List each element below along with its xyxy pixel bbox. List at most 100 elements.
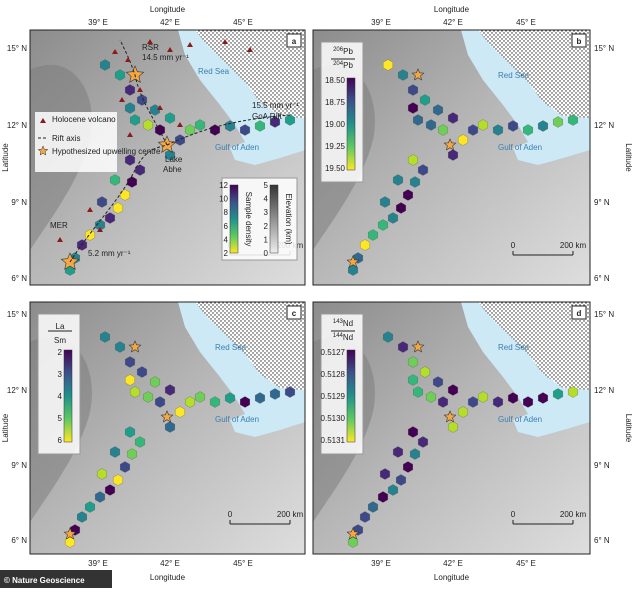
upwelling-star xyxy=(128,340,142,353)
colorbar-tick: 3 xyxy=(264,208,269,217)
sample-hex xyxy=(165,112,175,124)
sample-hex xyxy=(538,392,548,404)
isotope-element: Pb xyxy=(343,47,353,56)
sample-hex xyxy=(426,119,436,131)
volcano xyxy=(247,47,253,52)
sample-hex xyxy=(408,426,418,438)
y-tick-label: 6° N xyxy=(594,274,610,283)
upwelling-star xyxy=(411,68,425,81)
isotope-element: Sm xyxy=(54,336,66,345)
colorbar-box xyxy=(320,41,364,183)
colorbar xyxy=(346,77,356,171)
sample-hex xyxy=(85,501,95,513)
sample-hex xyxy=(408,154,418,166)
sample-hex xyxy=(143,391,153,403)
sea-label: Red Sea xyxy=(198,67,230,76)
sample-hex xyxy=(396,474,406,486)
upwelling-star xyxy=(443,138,457,151)
y-tick-label: 15° N xyxy=(7,310,27,319)
x-tick-label: 45° E xyxy=(233,559,253,568)
colorbar-tick: 5 xyxy=(58,414,63,423)
colorbar-tick: 0 xyxy=(264,249,269,258)
sample-hex xyxy=(360,239,370,251)
sample-hex xyxy=(210,124,220,136)
x-axis-label: Longitude xyxy=(434,573,470,582)
sea-label: Gulf of Aden xyxy=(215,143,259,152)
isotope-mass: 206 xyxy=(333,47,344,53)
y-tick-label: 6° N xyxy=(11,536,27,545)
volcano xyxy=(57,237,63,242)
sample-hex xyxy=(408,356,418,368)
sample-hex xyxy=(378,219,388,231)
sample-hex xyxy=(175,134,185,146)
upwelling-star xyxy=(63,527,77,540)
colorbar xyxy=(269,184,279,254)
legend-star xyxy=(37,145,49,156)
isotope-element: Nd xyxy=(343,333,353,342)
volcano xyxy=(187,42,193,47)
sample-hex xyxy=(195,391,205,403)
sample-hex xyxy=(195,119,205,131)
colorbar-tick: 3 xyxy=(58,370,63,379)
sample-hex xyxy=(410,176,420,188)
sample-hex xyxy=(95,491,105,503)
colorbar-tick: 2 xyxy=(224,249,229,258)
sample-hex xyxy=(408,84,418,96)
sample-hex xyxy=(97,468,107,480)
sample-hex xyxy=(85,229,95,241)
annotation: RSR xyxy=(142,43,159,52)
colorbar xyxy=(229,184,239,254)
x-axis-label: Longitude xyxy=(150,5,186,14)
volcano xyxy=(137,87,143,92)
upwelling-star xyxy=(160,410,174,423)
y-tick-label: 9° N xyxy=(594,198,610,207)
y-tick-label: 15° N xyxy=(594,310,614,319)
sample-hex xyxy=(100,331,110,343)
sample-hex xyxy=(380,468,390,480)
sea-label: Gulf of Aden xyxy=(498,415,542,424)
y-axis-label: Latitude xyxy=(624,414,633,443)
colorbar-tick: 4 xyxy=(224,235,229,244)
colorbar-tick: 5 xyxy=(264,181,269,190)
panel-letter: b xyxy=(577,37,582,46)
arabia xyxy=(478,302,590,390)
sample-hex xyxy=(418,436,428,448)
sample-hex xyxy=(523,124,533,136)
colorbar-tick: 1 xyxy=(264,235,269,244)
sample-hex xyxy=(285,386,295,398)
colorbar-title: La xyxy=(56,322,65,331)
sample-hex xyxy=(135,436,145,448)
y-axis-label: Latitude xyxy=(624,143,633,172)
x-tick-label: 45° E xyxy=(516,18,536,27)
sample-hex xyxy=(410,448,420,460)
y-tick-label: 12° N xyxy=(594,121,614,130)
sample-hex xyxy=(125,154,135,166)
y-tick-label: 12° N xyxy=(7,121,27,130)
colorbar-tick: 19.25 xyxy=(325,142,346,151)
scale-bar xyxy=(512,520,574,525)
colorbar-tick: 4 xyxy=(264,195,269,204)
sample-hex xyxy=(388,212,398,224)
x-tick-label: 45° E xyxy=(516,559,536,568)
sample-hex xyxy=(110,446,120,458)
sample-hex xyxy=(398,341,408,353)
panel-letter: d xyxy=(577,309,582,318)
sample-hex xyxy=(408,374,418,386)
y-tick-label: 9° N xyxy=(11,198,27,207)
legend-label: Hypothesized upwelling centre xyxy=(52,147,161,156)
sample-hex xyxy=(568,386,578,398)
volcano xyxy=(97,227,103,232)
sample-hex xyxy=(255,120,265,132)
sample-hex xyxy=(448,149,458,161)
sea-label: Gulf of Aden xyxy=(498,143,542,152)
sample-hex xyxy=(270,116,280,128)
colorbar-tick: 18.75 xyxy=(325,98,346,107)
colorbar-title: Elevation (km) xyxy=(284,193,293,244)
sample-hex xyxy=(420,94,430,106)
volcano xyxy=(157,105,163,110)
sample-hex xyxy=(270,388,280,400)
colorbar-tick: 12 xyxy=(219,181,228,190)
volcano xyxy=(222,39,228,44)
